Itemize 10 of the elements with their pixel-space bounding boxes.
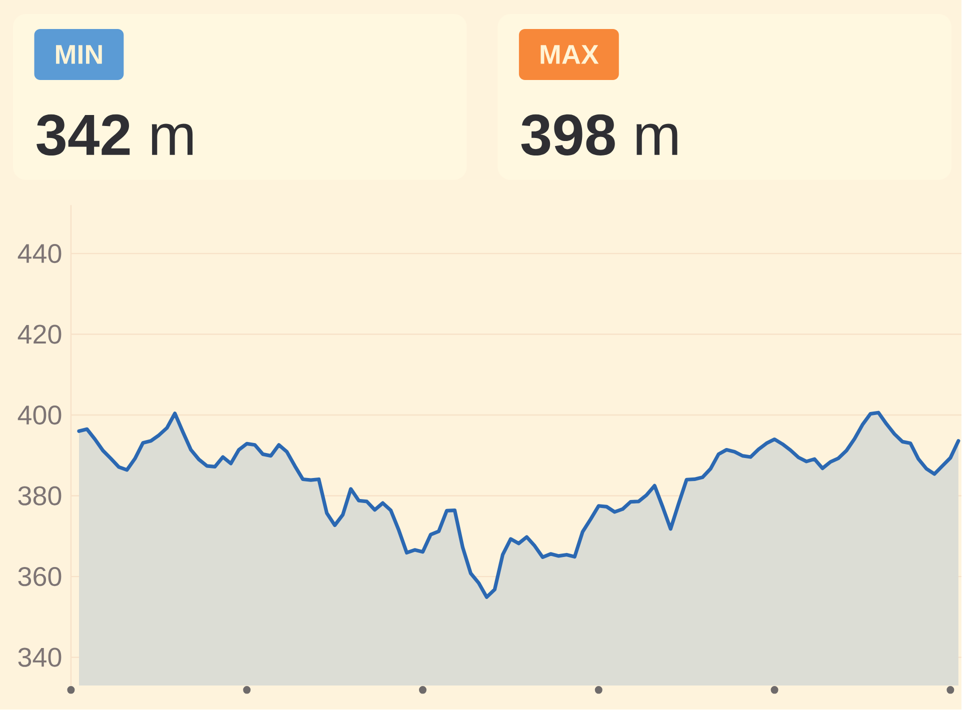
y-tick-label: 440 (18, 244, 62, 264)
text: MIN (56, 45, 102, 64)
y-tick-label: 380 (18, 486, 62, 506)
text: MAX (540, 45, 599, 64)
text: 342 m (36, 114, 193, 156)
y-tick-label: 400 (18, 406, 62, 425)
y-tick-label: 420 (18, 324, 62, 344)
y-tick-label: 360 (18, 567, 62, 586)
y-tick-label: 340 (18, 648, 62, 668)
text: 398 m (521, 114, 678, 156)
